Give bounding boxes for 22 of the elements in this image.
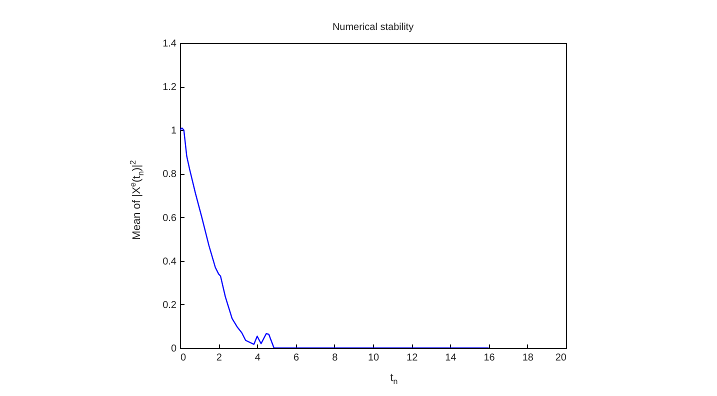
- x-tick-label: 0: [180, 352, 186, 364]
- x-tick-label: 6: [294, 352, 300, 364]
- x-tick-label: 14: [445, 352, 457, 364]
- y-tick-label: 0.6: [162, 212, 177, 224]
- line-series: [180, 127, 490, 348]
- x-tick-label: 8: [332, 352, 338, 364]
- x-tick-label: 10: [368, 352, 380, 364]
- y-tick-label: 0.2: [162, 300, 177, 311]
- y-tick-label: 1.2: [162, 82, 177, 94]
- x-tick-label: 18: [522, 352, 534, 364]
- x-axis-title: t$_{n}$: [390, 372, 398, 386]
- y-tick-label: 1: [170, 126, 177, 137]
- y-tick-label: 0: [170, 344, 177, 354]
- y-tick-label: 0.8: [162, 169, 177, 180]
- chart-title: Numerical stability: [332, 22, 414, 33]
- x-tick-label: 4: [254, 352, 261, 364]
- y-tick-label: 0.4: [162, 256, 177, 268]
- x-tick-label: 16: [484, 352, 496, 364]
- x-tick-label: 12: [406, 352, 418, 364]
- y-tick-label: 1.4: [162, 38, 177, 50]
- x-tick-label: 20: [555, 352, 567, 364]
- x-tick-label: 2: [216, 352, 222, 364]
